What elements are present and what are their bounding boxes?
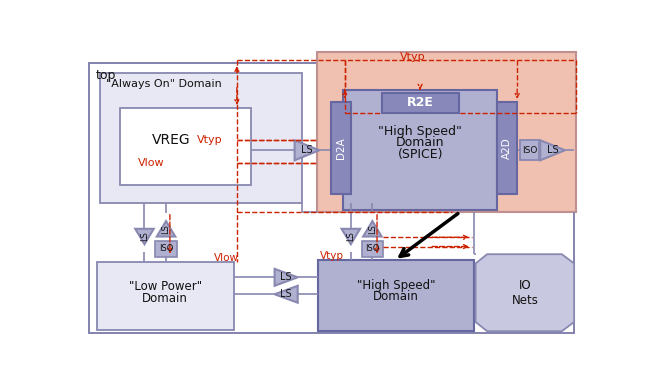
Text: top: top	[96, 69, 116, 83]
Text: R2E: R2E	[407, 96, 434, 109]
Polygon shape	[157, 221, 176, 237]
Polygon shape	[274, 286, 298, 303]
Text: "High Speed": "High Speed"	[357, 279, 436, 291]
Bar	[331, 102, 351, 194]
Bar	[318, 261, 474, 331]
Text: Vtyp: Vtyp	[197, 135, 222, 145]
Text: ISO: ISO	[159, 244, 173, 253]
Bar	[382, 93, 459, 113]
Text: VREG: VREG	[152, 133, 191, 147]
Text: LS: LS	[140, 232, 149, 242]
Text: "Low Power": "Low Power"	[129, 280, 202, 293]
Text: Vlow: Vlow	[138, 158, 165, 168]
Bar	[100, 73, 302, 203]
Polygon shape	[274, 269, 298, 286]
Polygon shape	[342, 229, 360, 244]
Bar	[317, 52, 577, 212]
Text: Domain: Domain	[142, 291, 188, 305]
Polygon shape	[135, 229, 153, 244]
Text: "High Speed": "High Speed"	[378, 125, 462, 137]
Bar	[155, 241, 177, 257]
Text: (SPICE): (SPICE)	[397, 147, 443, 161]
Text: Domain: Domain	[373, 290, 419, 303]
Text: LS: LS	[280, 289, 292, 299]
Text: LS: LS	[162, 224, 170, 234]
Bar	[497, 102, 517, 194]
Text: Domain: Domain	[396, 136, 445, 149]
Text: LS: LS	[368, 224, 377, 234]
Text: Vtyp: Vtyp	[320, 251, 344, 261]
Text: LS: LS	[547, 145, 558, 155]
Text: ISO: ISO	[522, 146, 537, 155]
Text: ISO: ISO	[365, 244, 380, 253]
Bar	[343, 90, 497, 210]
Text: LS: LS	[301, 145, 313, 155]
Bar	[361, 241, 384, 257]
Polygon shape	[540, 140, 565, 160]
Text: LS: LS	[280, 272, 292, 282]
Bar	[120, 108, 251, 185]
Polygon shape	[363, 221, 382, 237]
Polygon shape	[476, 254, 574, 331]
Text: Vtyp: Vtyp	[400, 52, 425, 62]
Text: LS: LS	[346, 232, 356, 242]
Polygon shape	[294, 140, 319, 160]
Text: Vlow: Vlow	[214, 253, 239, 263]
Text: A2D: A2D	[502, 137, 512, 159]
Text: "Always On" Domain: "Always On" Domain	[106, 80, 222, 90]
Bar	[97, 262, 234, 330]
Bar	[520, 140, 539, 160]
Text: IO
Nets: IO Nets	[512, 279, 538, 307]
Text: D2A: D2A	[336, 137, 346, 159]
